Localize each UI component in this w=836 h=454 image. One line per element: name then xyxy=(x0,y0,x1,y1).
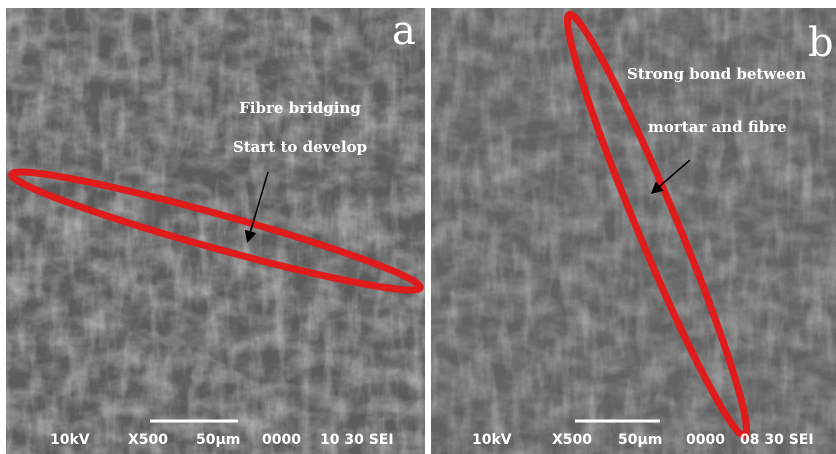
annotation: Fibre bridging xyxy=(239,99,361,117)
footer-scale: 50µm xyxy=(618,432,662,448)
panel-label: a xyxy=(392,8,416,54)
footer-magnification: X500 xyxy=(552,432,592,448)
footer-code: 0000 xyxy=(262,432,301,448)
texture xyxy=(6,8,425,454)
footer-info: 10 30 SEI xyxy=(320,432,394,448)
annotation: Strong bond between xyxy=(627,65,806,83)
annotation: Start to develop xyxy=(233,138,367,156)
footer-voltage: 10kV xyxy=(50,432,90,448)
annotation: mortar and fibre xyxy=(648,118,787,136)
figure: a Fibre bridging Start to develop 10kV X… xyxy=(0,0,836,454)
panel-a: a Fibre bridging Start to develop 10kV X… xyxy=(6,8,425,454)
footer-code: 0000 xyxy=(686,432,725,448)
footer-magnification: X500 xyxy=(128,432,168,448)
panel-label: b xyxy=(808,20,834,66)
panel-b: b Strong bond between mortar and fibre 1… xyxy=(431,7,836,454)
footer-scale: 50µm xyxy=(196,432,240,448)
footer-voltage: 10kV xyxy=(472,432,512,448)
footer-info: 08 30 SEI xyxy=(740,432,814,448)
